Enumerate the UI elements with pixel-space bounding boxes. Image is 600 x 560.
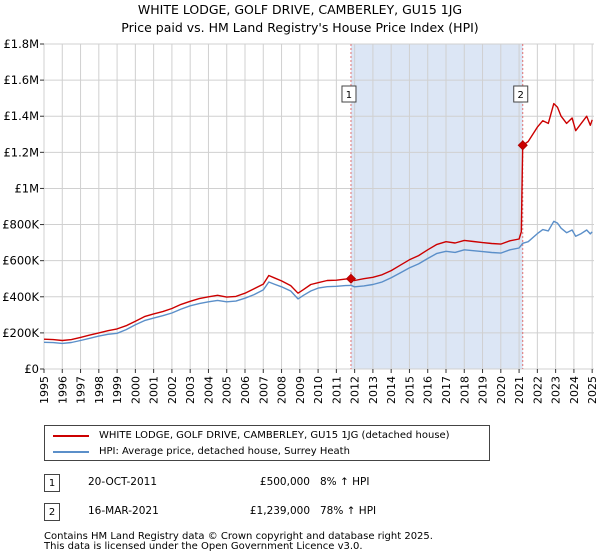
y-tick-label: £0 <box>24 362 39 376</box>
y-tick-label: £1M <box>14 181 39 195</box>
x-tick-label: 2025 <box>586 376 599 404</box>
legend-label-hpi: HPI: Average price, detached house, Surr… <box>99 446 350 457</box>
sale-point-2 <box>517 140 528 151</box>
footer: Contains HM Land Registry data © Crown c… <box>44 532 433 552</box>
x-tick-label: 2020 <box>495 376 508 404</box>
sale-marker-box-2 <box>513 85 529 103</box>
sale-date: 20-OCT-2011 <box>88 476 157 488</box>
x-tick-label: 2014 <box>385 376 398 404</box>
title-line-2: Price paid vs. HM Land Registry's House … <box>121 20 479 35</box>
sale-price: £1,239,000 <box>249 505 310 517</box>
x-tick-label: 2013 <box>367 376 380 404</box>
sale-badge: 1 <box>44 474 60 492</box>
sale-hpi-change: 78% ↑ HPI <box>320 505 377 517</box>
x-tick-label: 2021 <box>513 376 526 404</box>
x-tick-label: 1995 <box>38 376 51 404</box>
legend-label-property: WHITE LODGE, GOLF DRIVE, CAMBERLEY, GU15… <box>99 430 450 441</box>
x-tick-label: 2016 <box>422 376 435 404</box>
x-tick-label: 2023 <box>550 376 563 404</box>
x-tick-label: 2000 <box>129 376 142 404</box>
hpi-line <box>43 220 593 345</box>
sale-marker-box-1 <box>341 85 357 103</box>
price-chart: £0 £200K £400K £600K £800K £1M £1.2M £1.4M £1.6M… <box>2 37 599 404</box>
x-tick-label: 2022 <box>531 376 544 404</box>
x-tick-label: 1997 <box>75 376 88 404</box>
x-tick-label: 2004 <box>202 376 215 404</box>
gridlines <box>43 43 594 370</box>
y-tick-label: £1.8M <box>3 37 39 51</box>
x-tick-label: 2015 <box>403 376 416 404</box>
x-tick-label: 2017 <box>440 376 453 404</box>
x-axis: 1995 1996 1997 1998 1999 2000 2001 2002 2003 2004… <box>38 369 599 404</box>
x-tick-label: 2008 <box>276 376 289 404</box>
y-tick-label: £800K <box>2 218 39 232</box>
x-tick-label: 2012 <box>349 376 362 404</box>
shaded-period <box>350 44 523 369</box>
y-tick-label: £1.2M <box>3 145 39 159</box>
x-tick-label: 2003 <box>184 376 197 404</box>
legend: WHITE LODGE, GOLF DRIVE, CAMBERLEY, GU15… <box>44 425 490 461</box>
sale-price: £500,000 <box>259 476 310 488</box>
sale-point-1 <box>345 273 357 284</box>
x-tick-label: 2019 <box>477 376 490 404</box>
x-tick-label: 2018 <box>458 376 471 404</box>
sale-points <box>345 140 528 284</box>
y-tick-label: £1.4M <box>3 109 39 123</box>
title-line-1: WHITE LODGE, GOLF DRIVE, CAMBERLEY, GU15… <box>137 2 463 17</box>
x-tick-label: 2010 <box>312 376 325 404</box>
x-tick-label: 1998 <box>93 376 106 404</box>
legend-line-property <box>53 435 89 437</box>
x-tick-label: 2009 <box>294 376 307 404</box>
footer-line-2: This data is licensed under the Open Gov… <box>44 541 363 552</box>
x-tick-label: 1996 <box>56 376 69 404</box>
x-tick-label: 2002 <box>166 376 179 404</box>
y-tick-label: £1.6M <box>3 73 39 87</box>
x-tick-label: 1999 <box>111 376 124 404</box>
chart-title: WHITE LODGE, GOLF DRIVE, CAMBERLEY, GU15… <box>0 1 600 37</box>
y-tick-label: £400K <box>2 290 39 304</box>
sale-date: 16-MAR-2021 <box>88 505 159 517</box>
sale-hpi-change: 8% ↑ HPI <box>320 476 370 488</box>
x-tick-label: 2007 <box>257 376 270 404</box>
y-tick-label: £600K <box>2 254 39 268</box>
x-tick-label: 2001 <box>148 376 161 404</box>
footer-line-1: Contains HM Land Registry data © Crown c… <box>44 531 433 542</box>
y-tick-label: £200K <box>2 326 39 340</box>
x-tick-label: 2005 <box>221 376 234 404</box>
legend-line-hpi <box>53 451 89 453</box>
x-tick-label: 2024 <box>568 376 581 404</box>
sale-marker-label-1: 1 <box>346 90 352 101</box>
x-tick-label: 2006 <box>239 376 252 404</box>
x-tick-label: 2011 <box>330 376 343 404</box>
y-axis: £0 £200K £400K £600K £800K £1M £1.2M £1.4M £1.6M… <box>2 37 44 376</box>
sale-badge: 2 <box>44 503 60 521</box>
sale-marker-label-2: 2 <box>518 90 524 101</box>
